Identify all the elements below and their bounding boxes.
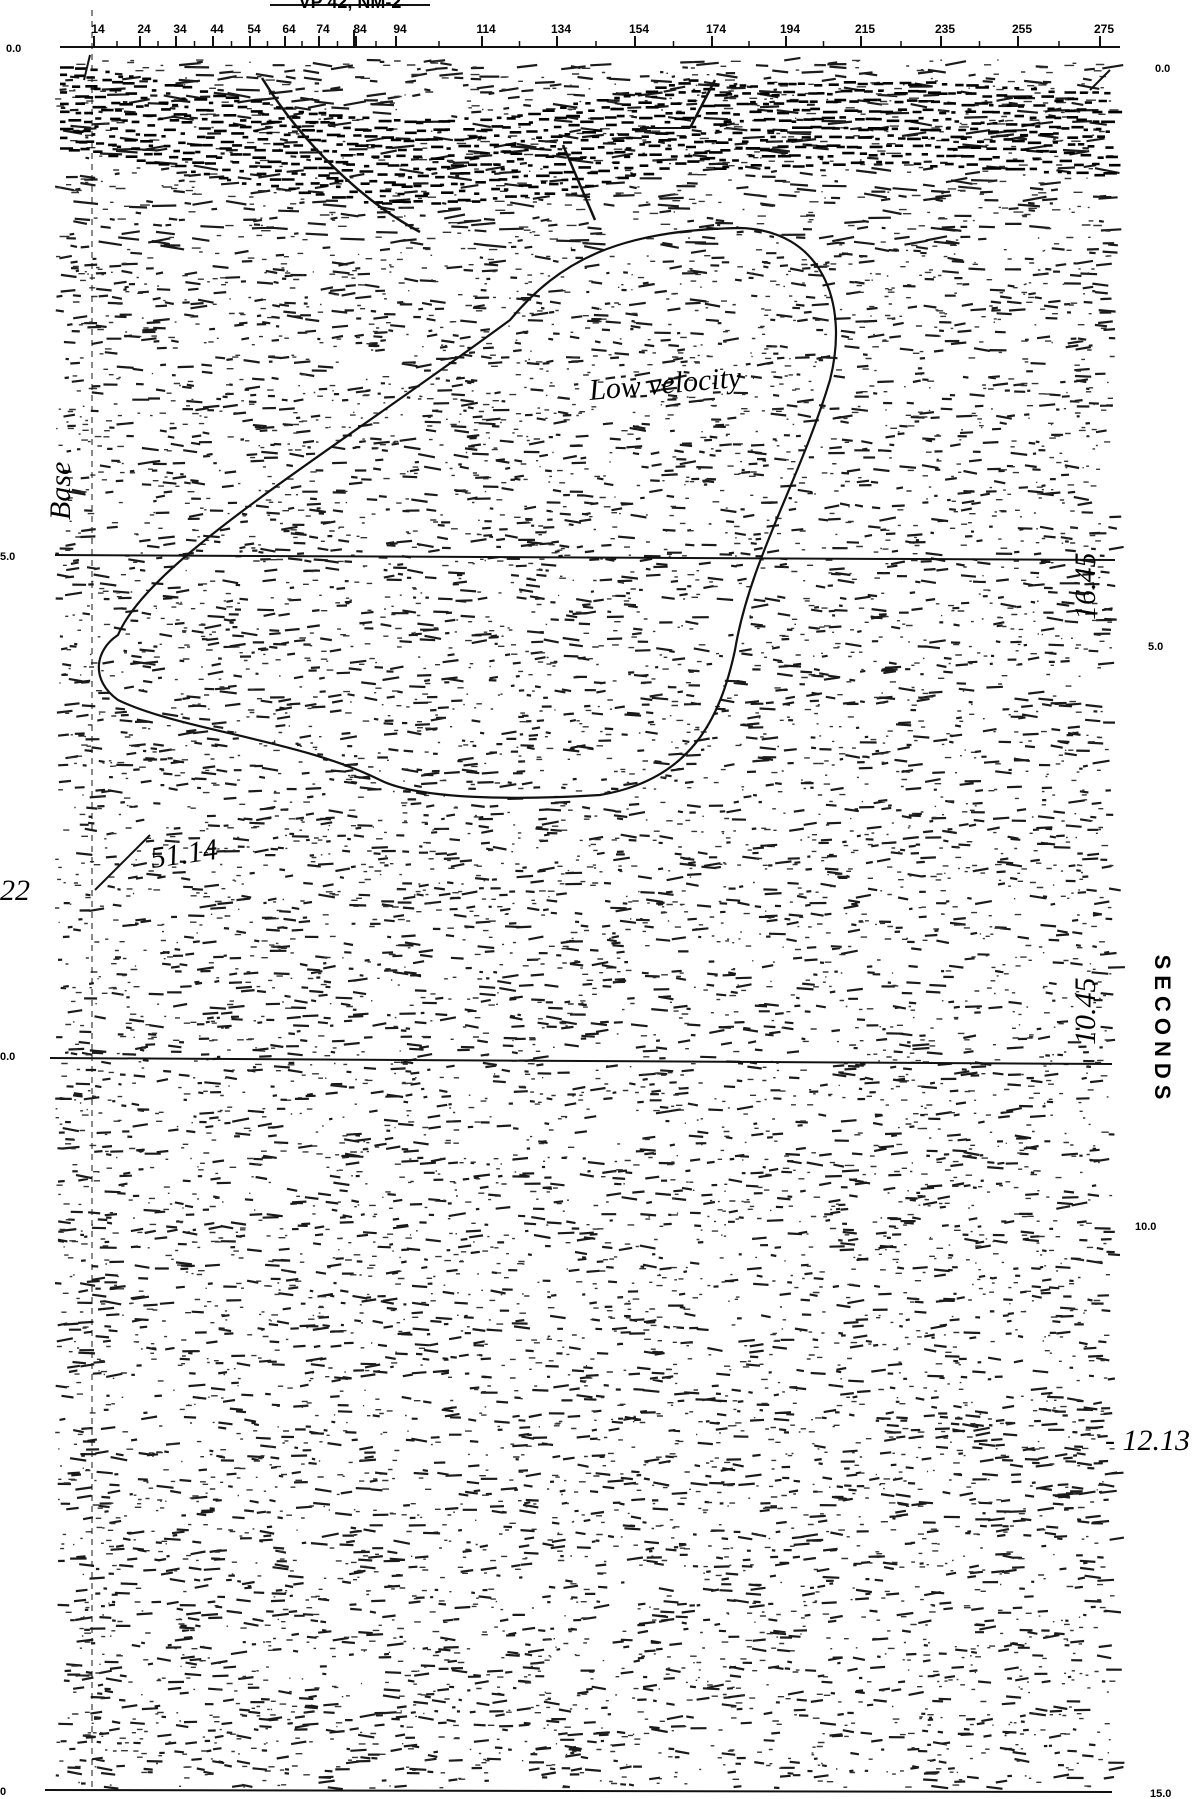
left-time-label: 0.0 [6, 43, 21, 55]
left-time-label: 5.0 [0, 551, 15, 563]
marker-arrow [94, 834, 151, 891]
tick-label: 94 [393, 22, 407, 36]
tick-label: 44 [210, 22, 224, 36]
reflectors [60, 66, 1123, 205]
tick-label: 194 [780, 22, 800, 36]
tick-label: 134 [551, 22, 571, 36]
annotation: 10.45 [1069, 978, 1102, 1046]
annotation: 22 [0, 874, 30, 907]
axis-title: SECONDS [1150, 955, 1175, 1106]
left-time-label: 0.0 [0, 1051, 15, 1063]
tick-label: 24 [137, 22, 151, 36]
annotation: - 12.13 [1105, 1424, 1190, 1457]
annotation: Base [44, 462, 77, 520]
trace-dashes [54, 56, 1125, 1791]
marker-arrow [1089, 69, 1111, 91]
tick-label: 14 [91, 22, 105, 36]
time-line-5 [54, 554, 1116, 561]
tick-label: 255 [1012, 22, 1032, 36]
seismic-traces [54, 56, 1125, 1791]
tick-label: 74 [316, 22, 330, 36]
tick-label: 275 [1094, 22, 1114, 36]
tick-label: 215 [855, 22, 875, 36]
right-time-label: 10.0 [1135, 1221, 1156, 1233]
tick-label: 64 [282, 22, 296, 36]
fault-line [561, 144, 597, 221]
time-line-15 [44, 1789, 1113, 1793]
right-time-label: 0.0 [1155, 63, 1170, 75]
tick-label: 84 [353, 22, 367, 36]
left-time-label: 0 [0, 1786, 6, 1798]
time-line-10 [49, 1057, 1113, 1065]
section-title: VP 42, NM-2 [299, 0, 402, 12]
tick-label: 54 [247, 22, 261, 36]
right-time-label: 15.0 [1150, 1788, 1171, 1799]
fault-line [688, 79, 717, 129]
annotation: 16.45 [1069, 553, 1102, 621]
low-velocity-outline [97, 226, 838, 799]
tick-label: 34 [173, 22, 187, 36]
tick-label: 235 [935, 22, 955, 36]
marker-arrow [83, 54, 91, 81]
tick-label: 174 [706, 22, 726, 36]
fault-line [260, 77, 421, 234]
shotpoint-ticks: 14 24 34 44 54 64 74 84 94 114 134 154 174 194 215 235 2… [91, 22, 1114, 47]
tick-label: 114 [476, 22, 496, 36]
tick-label: 154 [629, 22, 649, 36]
right-time-label: 5.0 [1148, 641, 1163, 653]
overlay [44, 4, 1120, 1793]
